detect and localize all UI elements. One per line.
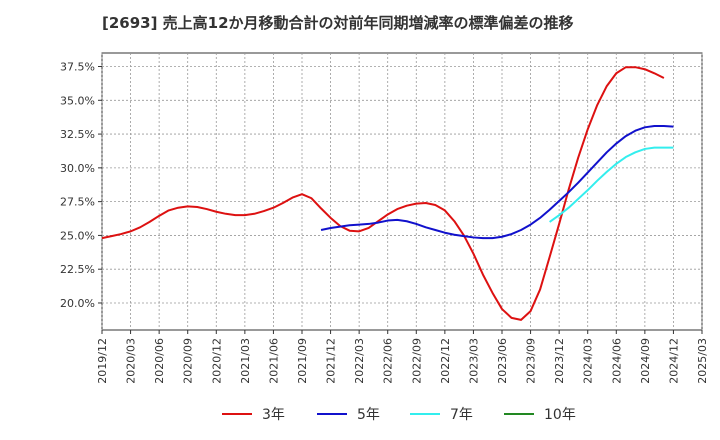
x-tick-label: 2023/09 [525,338,538,384]
x-tick-label: 2023/12 [553,338,566,384]
legend-label-3: 10年 [544,407,576,423]
x-tick-label: 2021/06 [267,338,280,384]
x-tick-label: 2022/09 [410,338,423,384]
x-tick-label: 2023/06 [496,338,509,384]
x-tick-label: 2021/03 [239,338,252,384]
series-lines [101,66,674,321]
y-tick-label: 25.0% [60,229,95,242]
y-axis: 20.0% 22.5% 25.0% 27.5% 30.0% 32.5% 35.0% 37.5% [60,61,102,310]
y-tick-label: 20.0% [60,297,95,310]
x-tick-label: 2022/12 [439,338,452,384]
x-tick-label: 2022/03 [353,338,366,384]
plot-area [101,52,703,331]
x-tick-label: 2022/06 [382,338,395,384]
y-tick-label: 35.0% [60,94,95,107]
x-tick-label: 2019/12 [96,338,109,384]
x-axis: 2019/12 2020/03 2020/06 2020/09 2020/12 2021/… [96,330,709,384]
x-tick-label: 2020/12 [210,338,223,384]
x-tick-label: 2021/12 [325,338,338,384]
x-tick-label: 2020/09 [182,338,195,384]
y-tick-label: 27.5% [60,196,95,209]
grid-lines [101,53,703,330]
chart-title: [2693] 売上高12か月移動合計の対前年同期増減率の標準偏差の推移 [102,14,574,32]
x-tick-label: 2024/03 [582,338,595,384]
legend: 3年 5年 7年 10年 [222,407,576,423]
x-tick-label: 2023/03 [467,338,480,384]
x-tick-label: 2020/03 [125,338,138,384]
x-tick-label: 2024/12 [667,338,680,384]
y-tick-label: 22.5% [60,263,95,276]
y-tick-label: 32.5% [60,128,95,141]
series-line-0 [101,66,665,321]
x-tick-label: 2025/03 [696,338,709,384]
x-tick-label: 2020/06 [153,338,166,384]
x-tick-label: 2024/09 [639,338,652,384]
legend-label-0: 3年 [262,407,285,423]
legend-label-2: 7年 [450,407,473,423]
x-tick-label: 2024/06 [610,338,623,384]
x-tick-label: 2021/09 [296,338,309,384]
series-line-1 [320,124,674,240]
y-tick-label: 30.0% [60,162,95,175]
series-line-2 [549,146,674,223]
y-tick-label: 37.5% [60,61,95,74]
legend-label-1: 5年 [357,407,380,423]
